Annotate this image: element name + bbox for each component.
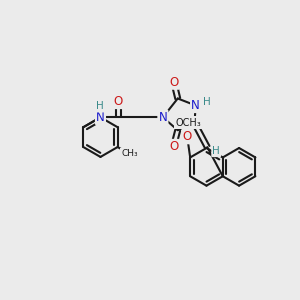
Text: N: N [158,111,167,124]
Text: H: H [96,101,103,111]
Text: O: O [183,130,192,143]
Text: N: N [96,111,105,124]
Text: OCH₃: OCH₃ [175,118,201,128]
Text: H: H [202,98,210,107]
Text: O: O [169,76,178,88]
Text: O: O [169,140,178,153]
Text: H: H [212,146,220,156]
Text: CH₃: CH₃ [121,149,138,158]
Text: N: N [191,99,200,112]
Text: O: O [114,95,123,108]
